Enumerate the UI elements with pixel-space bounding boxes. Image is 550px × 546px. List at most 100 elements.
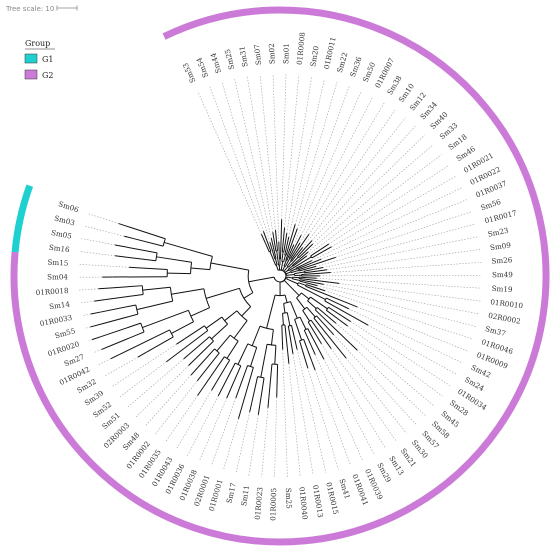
internal-branch — [284, 246, 288, 256]
leaf-connector — [84, 225, 125, 237]
leaf-connector — [111, 343, 177, 388]
leaf-connector — [209, 86, 264, 232]
terminal-branch — [114, 244, 125, 248]
internal-branch — [142, 309, 189, 329]
internal-branch — [197, 348, 215, 368]
internal-branch — [294, 271, 305, 275]
terminal-branch — [294, 242, 301, 252]
internal-branch — [259, 377, 265, 405]
internal-branch — [273, 241, 277, 252]
leaf-connector — [311, 187, 462, 261]
internal-branch — [290, 268, 297, 272]
internal-branch — [298, 250, 306, 259]
leaf-connector — [210, 397, 237, 467]
clade-arc — [296, 282, 299, 286]
leaf-label: Sm25 — [284, 488, 294, 510]
internal-branch — [297, 284, 326, 300]
terminal-branch — [291, 224, 296, 235]
clade-arc — [209, 336, 214, 342]
terminal-branch — [124, 235, 135, 240]
internal-branch — [211, 323, 228, 340]
internal-branch — [303, 329, 312, 346]
internal-branch — [298, 277, 330, 283]
internal-branch — [284, 269, 289, 273]
leaf-label: 01R0010 — [490, 297, 524, 310]
leaf-label: Sm05 — [50, 228, 73, 241]
clade-arc — [314, 307, 318, 311]
leaf-connector — [302, 117, 406, 248]
internal-branch — [301, 272, 321, 276]
leaf-connectors — [78, 74, 482, 478]
internal-branch — [287, 265, 293, 270]
leaf-connector — [84, 326, 91, 329]
leaf-connector — [333, 334, 417, 426]
terminal-branch — [217, 386, 224, 397]
internal-branch — [285, 233, 293, 256]
leaf-label: Sm36 — [348, 55, 364, 78]
clade-arc — [266, 343, 276, 346]
internal-branch — [310, 249, 321, 257]
terminal-branch — [183, 352, 192, 360]
terminal-branch — [293, 228, 298, 239]
internal-branch — [275, 239, 279, 251]
leaf-connector — [328, 165, 450, 245]
terminal-branch — [312, 266, 323, 270]
leaf-connector — [135, 365, 189, 418]
internal-branch — [290, 301, 298, 319]
internal-branch — [287, 276, 293, 279]
leaf-connector — [272, 74, 280, 242]
terminal-branch — [290, 343, 294, 354]
terminal-branch — [318, 350, 325, 360]
clade-arc — [269, 250, 272, 253]
leaf-connector — [165, 395, 198, 443]
internal-branch — [274, 258, 278, 266]
leaf-connector — [294, 82, 338, 225]
internal-branch — [275, 264, 279, 271]
leaf-connector — [335, 322, 435, 407]
internal-branch — [283, 266, 289, 272]
internal-branch — [99, 313, 139, 325]
internal-branch — [202, 356, 225, 388]
internal-branch — [301, 292, 310, 300]
terminal-branch — [267, 397, 270, 408]
internal-branch — [224, 310, 238, 322]
terminal-branch — [190, 367, 199, 376]
internal-branch — [292, 261, 300, 267]
terminal-branch — [320, 272, 331, 274]
leaf-label: Sm16 — [48, 243, 70, 255]
terminal-branch — [294, 339, 298, 350]
internal-branch — [216, 334, 231, 352]
group-ring-g2 — [10, 6, 550, 546]
internal-branch — [286, 312, 291, 326]
internal-branch — [251, 376, 259, 403]
internal-branch — [326, 297, 340, 305]
leaf-connector — [154, 380, 198, 435]
internal-branch — [104, 293, 144, 301]
terminal-branch — [311, 258, 322, 264]
terminal-branch — [324, 340, 332, 349]
internal-branch — [286, 260, 292, 267]
leaf-label: 01R0013 — [311, 484, 325, 518]
leaf-label: Sm26 — [491, 255, 513, 265]
terminal-branch — [339, 304, 349, 310]
internal-branch — [313, 317, 341, 351]
leaf-connector — [293, 90, 362, 245]
leaf-label: Sm07 — [252, 43, 263, 65]
group-annotation-ring — [10, 6, 550, 546]
terminal-branch — [302, 260, 313, 266]
clade-arc — [291, 265, 294, 267]
leaf-connector — [314, 354, 363, 461]
internal-branch — [310, 296, 328, 310]
terminal-branch — [270, 238, 275, 249]
leaf-label: Sm17 — [224, 481, 237, 504]
terminal-branch — [317, 269, 328, 272]
leaf-connector — [296, 86, 350, 229]
internal-branch — [167, 272, 191, 275]
terminal-branch — [327, 316, 337, 324]
terminal-branch — [176, 338, 186, 345]
leaf-connector — [315, 223, 476, 267]
tree-scale-label: Tree scale: 10 — [5, 5, 54, 13]
internal-branch — [291, 258, 301, 266]
leaf-label: 01R0017 — [484, 208, 518, 225]
leaf-connector — [78, 264, 130, 268]
